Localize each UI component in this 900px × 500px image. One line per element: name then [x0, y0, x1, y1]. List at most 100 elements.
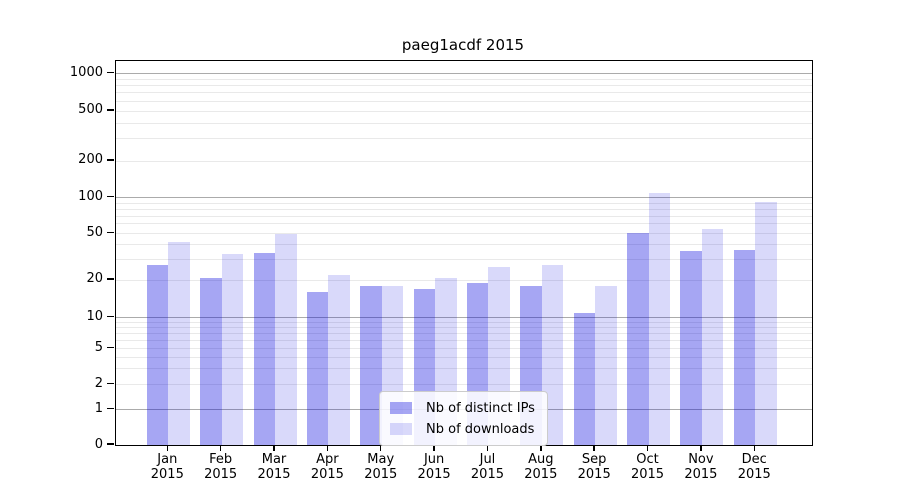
chart-title: paeg1acdf 2015 — [401, 36, 525, 54]
y-tick-mark-500 — [107, 109, 114, 111]
bar-dec-distinct-ips — [733, 250, 756, 445]
y-tick-label-50: 50 — [86, 224, 103, 240]
x-tick-label-oct: Oct 2015 — [630, 452, 665, 482]
y-gridline-major-10 — [116, 317, 812, 319]
y-tick-mark-20 — [107, 278, 114, 280]
y-tick-label-200: 200 — [78, 152, 103, 168]
x-tick-label-feb: Feb 2015 — [204, 452, 238, 482]
bar-apr-distinct-ips — [306, 292, 329, 445]
y-gridline-minor-200 — [116, 160, 812, 162]
y-gridline-major-1000 — [116, 73, 812, 75]
legend-label-downloads: Nb of downloads — [426, 421, 535, 437]
x-tick-label-jul: Jul 2015 — [470, 452, 504, 482]
bar-jan-downloads — [168, 242, 190, 445]
x-tick-label-jun: Jun 2015 — [417, 452, 451, 482]
bar-apr-downloads — [328, 275, 350, 445]
y-gridline-minor-900 — [116, 78, 812, 80]
legend-swatch-downloads — [390, 423, 412, 435]
bar-sep-downloads — [595, 285, 617, 445]
y-tick-label-2: 2 — [94, 375, 103, 391]
bar-oct-downloads — [648, 192, 671, 445]
y-gridline-minor-800 — [116, 85, 812, 87]
y-tick-mark-10 — [107, 315, 114, 318]
y-tick-mark-5 — [107, 346, 114, 349]
x-tick-label-nov: Nov 2015 — [684, 452, 718, 482]
plot-area: Nb of distinct IPs Nb of downloads — [115, 60, 813, 446]
y-gridline-minor-70 — [116, 215, 812, 217]
y-gridline-minor-300 — [116, 138, 812, 140]
y-gridline-minor-50 — [116, 232, 812, 234]
legend-item-downloads: Nb of downloads — [390, 420, 535, 438]
x-tick-mark-jul — [486, 445, 489, 451]
x-tick-label-dec: Dec 2015 — [737, 452, 771, 482]
bar-sep-distinct-ips — [573, 312, 596, 445]
y-tick-mark-50 — [107, 231, 114, 234]
x-tick-label-may: May 2015 — [364, 452, 398, 482]
y-tick-label-100: 100 — [78, 189, 103, 205]
bar-jan-distinct-ips — [146, 264, 169, 445]
x-tick-mark-oct — [646, 445, 649, 451]
y-tick-mark-1 — [107, 407, 114, 410]
x-tick-mark-jan — [166, 445, 169, 451]
y-gridline-minor-80 — [116, 208, 812, 210]
legend-swatch-distinct-ips — [390, 402, 412, 414]
y-tick-mark-2 — [107, 382, 114, 385]
y-gridline-minor-90 — [116, 202, 812, 204]
bar-feb-downloads — [221, 254, 244, 445]
x-tick-label-mar: Mar 2015 — [257, 452, 291, 482]
y-tick-mark-100 — [107, 195, 114, 198]
y-gridline-minor-2 — [116, 383, 812, 385]
y-gridline-minor-7 — [116, 333, 812, 335]
legend-item-distinct-ips: Nb of distinct IPs — [390, 399, 535, 417]
bar-oct-distinct-ips — [627, 233, 649, 445]
x-tick-mark-jun — [433, 445, 435, 451]
y-tick-mark-1000 — [107, 71, 114, 74]
y-gridline-minor-5 — [116, 348, 812, 350]
bar-feb-distinct-ips — [200, 277, 222, 445]
bar-mar-distinct-ips — [253, 252, 276, 445]
y-tick-label-5: 5 — [94, 340, 103, 356]
legend-label-distinct-ips: Nb of distinct IPs — [426, 400, 535, 416]
y-gridline-minor-4 — [116, 356, 812, 358]
y-tick-label-10: 10 — [86, 309, 103, 325]
x-tick-mark-nov — [700, 445, 702, 451]
y-tick-label-20: 20 — [86, 271, 103, 287]
x-tick-mark-aug — [540, 445, 542, 451]
bar-nov-distinct-ips — [680, 251, 702, 445]
x-tick-label-aug: Aug 2015 — [524, 452, 558, 482]
y-gridline-minor-40 — [116, 244, 812, 246]
y-tick-mark-0 — [107, 443, 114, 445]
y-gridline-minor-600 — [116, 100, 812, 102]
x-tick-mark-mar — [273, 445, 275, 451]
x-tick-mark-apr — [326, 445, 329, 451]
y-gridline-minor-60 — [116, 223, 812, 225]
bar-may-distinct-ips — [360, 285, 382, 445]
y-gridline-minor-8 — [116, 327, 812, 329]
y-tick-label-500: 500 — [78, 102, 103, 118]
x-tick-label-sep: Sep 2015 — [577, 452, 611, 482]
y-gridline-minor-400 — [116, 122, 812, 124]
x-tick-mark-sep — [593, 445, 595, 451]
y-tick-label-1000: 1000 — [69, 65, 103, 81]
x-tick-mark-dec — [753, 445, 755, 451]
y-tick-label-0: 0 — [94, 436, 103, 452]
y-gridline-minor-30 — [116, 258, 812, 260]
y-gridline-minor-700 — [116, 92, 812, 94]
y-gridline-minor-6 — [116, 340, 812, 342]
y-gridline-minor-20 — [116, 279, 812, 281]
x-tick-label-apr: Apr 2015 — [310, 452, 344, 482]
x-tick-mark-may — [379, 445, 382, 451]
legend: Nb of distinct IPs Nb of downloads — [379, 391, 548, 446]
y-gridline-minor-500 — [116, 110, 812, 112]
x-tick-label-jan: Jan 2015 — [150, 452, 184, 482]
y-tick-label-1: 1 — [94, 400, 103, 416]
y-gridline-major-100 — [116, 197, 812, 199]
bar-dec-downloads — [755, 202, 777, 445]
x-tick-mark-feb — [219, 445, 222, 451]
y-gridline-minor-3 — [116, 368, 812, 370]
y-tick-mark-200 — [107, 159, 114, 161]
bar-mar-downloads — [275, 234, 297, 445]
y-gridline-minor-9 — [116, 321, 812, 323]
bar-nov-downloads — [701, 229, 724, 445]
